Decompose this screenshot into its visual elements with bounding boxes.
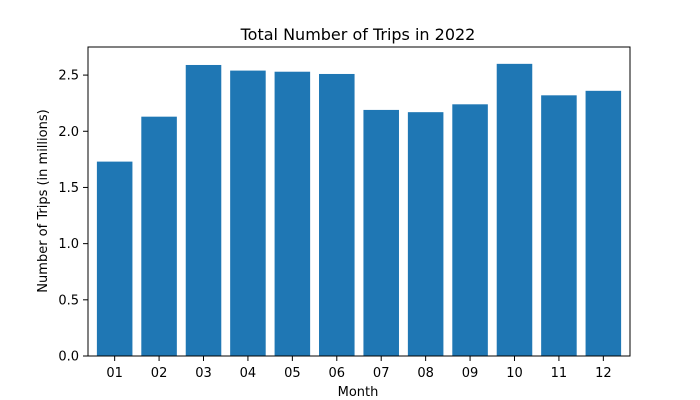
bar-11 [541,95,577,356]
y-tick-label-1.5: 1.5 [58,181,79,196]
bar-10 [497,64,533,356]
bar-03 [186,65,222,356]
x-tick-label-03: 03 [195,366,212,381]
y-axis-label: Number of Trips (in millions) [36,109,51,292]
chart-title: Total Number of Trips in 2022 [240,25,476,44]
bar-08 [408,112,444,356]
bar-02 [141,117,177,356]
bar-06 [319,74,355,356]
x-tick-label-05: 05 [284,366,301,381]
y-tick-label-0.0: 0.0 [58,350,79,365]
y-tick-label-1.0: 1.0 [58,237,79,252]
x-tick-label-11: 11 [551,366,568,381]
x-tick-label-09: 09 [462,366,479,381]
bar-04 [230,71,266,356]
x-axis-label: Month [338,385,379,400]
x-tick-label-12: 12 [595,366,612,381]
bar-12 [586,91,622,356]
x-tick-label-07: 07 [373,366,390,381]
x-tick-label-02: 02 [151,366,168,381]
y-tick-label-2.0: 2.0 [58,125,79,140]
y-tick-label-2.5: 2.5 [58,69,79,84]
x-tick-label-01: 01 [106,366,123,381]
y-tick-label-0.5: 0.5 [58,293,79,308]
bar-09 [452,104,488,356]
bar-07 [363,110,399,356]
x-tick-label-10: 10 [506,366,523,381]
x-tick-label-04: 04 [240,366,257,381]
bar-01 [97,162,133,356]
x-tick-label-08: 08 [417,366,434,381]
bar-05 [275,72,311,356]
x-tick-label-06: 06 [329,366,346,381]
